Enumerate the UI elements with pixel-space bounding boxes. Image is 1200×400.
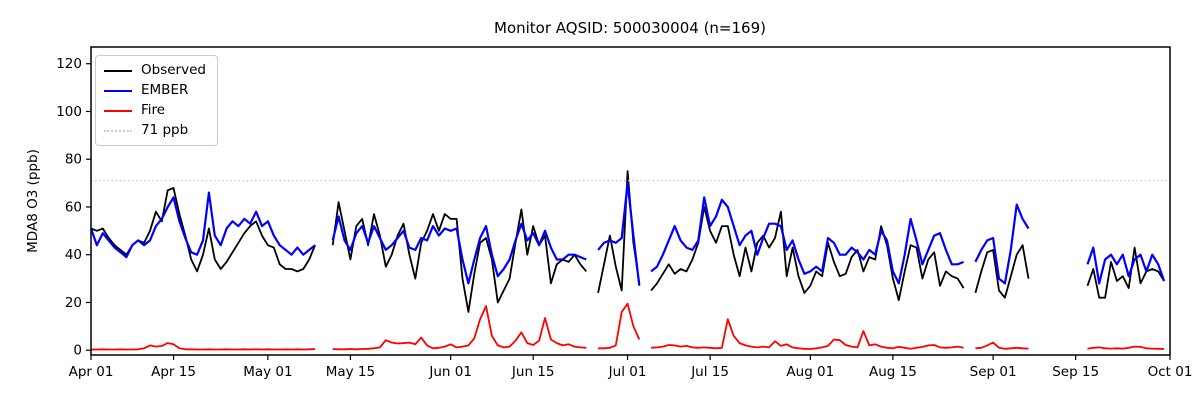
x-tick-label: Sep 15 [1052, 364, 1099, 380]
y-tick-label: 60 [65, 199, 82, 215]
legend: Observed EMBER Fire 71 ppb [95, 55, 218, 146]
x-tick-label: Aug 15 [869, 364, 917, 380]
y-tick-label: 20 [65, 295, 82, 311]
y-tick-label: 80 [65, 152, 82, 168]
legend-item-fire: Fire [104, 102, 206, 119]
x-tick-label: May 01 [243, 364, 292, 380]
x-tick-label: Jul 01 [608, 364, 647, 380]
x-tick-label: Oct 01 [1148, 364, 1193, 380]
y-tick-label: 40 [65, 247, 82, 263]
legend-label-observed: Observed [141, 62, 206, 78]
fire-line-swatch [104, 109, 132, 112]
plot-border [90, 46, 1171, 356]
threshold-line-swatch [104, 129, 132, 132]
x-tick-label: Jul 15 [690, 364, 729, 380]
legend-item-observed: Observed [104, 62, 206, 79]
legend-item-threshold: 71 ppb [104, 122, 206, 139]
x-tick-label: Jun 01 [428, 364, 472, 380]
y-axis-label: MDA8 O3 (ppb) [25, 149, 41, 253]
y-tick-label: 120 [56, 56, 82, 72]
chart-title: Monitor AQSID: 500030004 (n=169) [494, 19, 766, 37]
series-line-fire [91, 302, 1165, 351]
x-tick-label: May 15 [326, 364, 375, 380]
y-tick-label: 100 [56, 104, 82, 120]
y-tick-label: 0 [73, 343, 82, 359]
x-tick-label: Sep 01 [970, 364, 1017, 380]
ember-line-swatch [104, 89, 132, 92]
x-tick-label: Aug 01 [786, 364, 834, 380]
legend-label-threshold: 71 ppb [141, 122, 189, 138]
legend-label-ember: EMBER [141, 82, 189, 98]
legend-item-ember: EMBER [104, 82, 206, 99]
x-tick-label: Apr 15 [151, 364, 196, 380]
observed-line-swatch [104, 69, 132, 72]
series-line-ember [89, 182, 1166, 286]
x-tick-label: Apr 01 [69, 364, 114, 380]
legend-label-fire: Fire [141, 102, 166, 118]
x-tick-label: Jun 15 [511, 364, 555, 380]
